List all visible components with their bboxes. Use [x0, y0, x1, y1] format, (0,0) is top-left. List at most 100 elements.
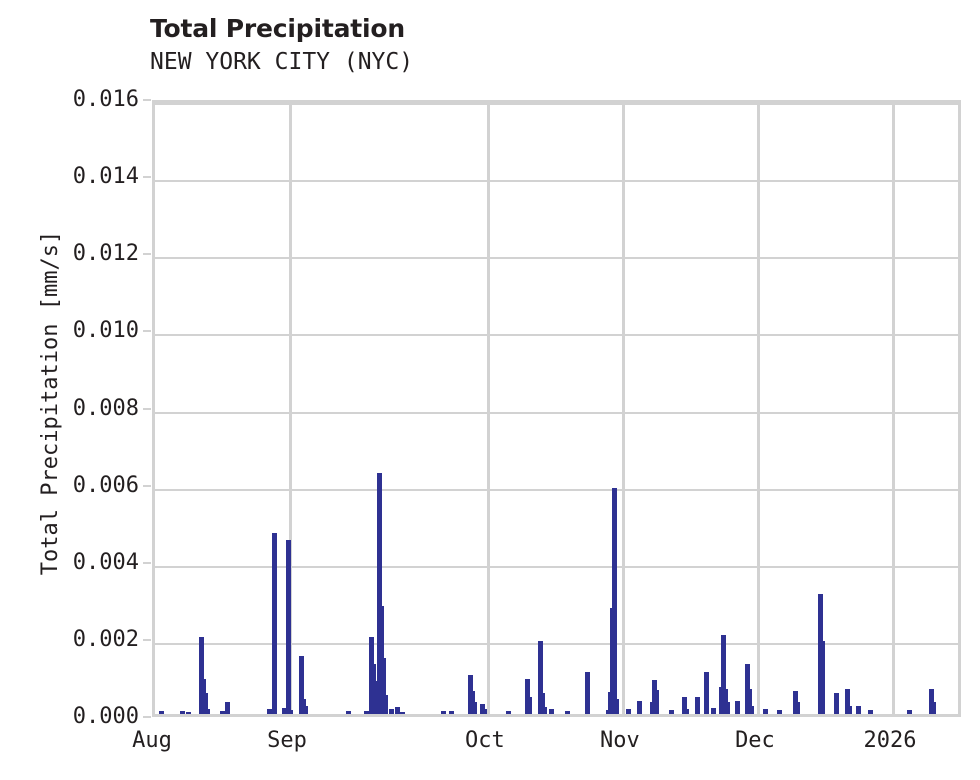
gridline-horizontal: [155, 565, 958, 568]
bar: [710, 707, 716, 714]
bar: [526, 696, 532, 714]
bar-series: [155, 104, 958, 714]
bar: [614, 698, 620, 714]
gridline-vertical: [891, 104, 895, 714]
bar: [381, 658, 387, 714]
bar: [847, 705, 853, 714]
bar: [746, 688, 752, 714]
gridline-vertical: [486, 104, 490, 714]
bar: [694, 697, 700, 714]
bar: [180, 711, 186, 714]
y-tick-label: 0.000: [72, 704, 139, 729]
chart-subtitle: NEW YORK CITY (NYC): [150, 49, 414, 75]
y-tick-label: 0.006: [72, 472, 139, 498]
bar: [722, 688, 728, 714]
bar: [203, 692, 209, 714]
bar: [448, 711, 454, 714]
bar: [684, 709, 689, 714]
bar: [763, 709, 769, 714]
gridline-horizontal: [155, 411, 958, 414]
y-tick-label: 0.002: [72, 626, 139, 652]
bar: [777, 709, 783, 714]
bar: [298, 656, 304, 714]
bar: [931, 702, 937, 714]
bar: [377, 472, 383, 714]
bar: [272, 532, 278, 714]
bar: [472, 702, 478, 714]
bar: [795, 702, 801, 714]
y-tick-label: 0.008: [72, 395, 139, 421]
bar: [820, 640, 826, 714]
x-tick-label: Nov: [600, 728, 640, 753]
y-tick-label: 0.010: [72, 318, 139, 344]
y-tick-mark: [143, 176, 151, 179]
bar: [704, 671, 710, 714]
bar: [565, 711, 571, 714]
bar: [625, 709, 631, 714]
bar: [720, 634, 726, 714]
bar: [856, 705, 862, 714]
bar: [186, 711, 192, 714]
gridline-horizontal: [155, 334, 958, 337]
y-tick-label: 0.016: [72, 87, 139, 112]
gridline-horizontal: [155, 642, 958, 645]
gridline-vertical: [289, 104, 293, 714]
title-block: Total Precipitation NEW YORK CITY (NYC): [150, 14, 850, 77]
plot-area: [152, 100, 961, 717]
bar: [668, 710, 674, 714]
bar: [748, 705, 754, 714]
bar: [929, 688, 935, 714]
page-title: Total Precipitation: [150, 14, 405, 43]
x-tick-label: Oct: [465, 728, 505, 753]
bar: [907, 709, 913, 714]
bar: [834, 692, 840, 714]
y-tick-mark: [143, 407, 151, 410]
bar: [524, 679, 530, 714]
y-tick-mark: [143, 638, 151, 641]
x-tick-label: Sep: [267, 728, 307, 753]
bar: [199, 636, 205, 714]
gridline-horizontal: [155, 180, 958, 183]
gridline-horizontal: [155, 488, 958, 491]
bar: [734, 700, 740, 714]
bar: [399, 711, 405, 714]
y-tick-label: 0.012: [72, 241, 139, 267]
x-tick-label: Dec: [735, 728, 775, 753]
bar: [681, 696, 687, 714]
y-tick-label: 0.014: [72, 164, 139, 190]
bar: [654, 690, 660, 714]
bar: [482, 709, 488, 714]
y-tick-mark: [143, 561, 151, 564]
bar: [363, 711, 369, 714]
bar: [205, 709, 211, 714]
bar: [612, 488, 617, 714]
y-tick-label: 0.004: [72, 549, 139, 575]
y-tick-mark: [143, 99, 151, 101]
gridline-horizontal: [155, 257, 958, 260]
bar: [542, 707, 548, 714]
y-tick-mark: [143, 253, 151, 256]
gridline-horizontal: [155, 103, 958, 105]
x-tick-label: Aug: [132, 728, 172, 753]
gridline-vertical: [621, 104, 625, 714]
bar: [159, 710, 165, 714]
bar: [845, 688, 850, 714]
gridline-vertical: [756, 104, 760, 714]
bar: [637, 700, 643, 714]
bar: [724, 702, 730, 714]
bar: [868, 710, 874, 714]
x-tick-label: 2026: [863, 728, 917, 753]
bar: [383, 694, 389, 714]
bar: [267, 709, 273, 714]
bar: [540, 692, 546, 714]
y-tick-mark: [143, 330, 151, 333]
bar: [584, 671, 590, 714]
bar: [282, 708, 288, 714]
bar: [220, 710, 226, 714]
bar: [548, 709, 554, 714]
bar: [373, 681, 379, 714]
bar: [288, 710, 294, 714]
bar: [345, 710, 351, 714]
y-tick-mark: [143, 716, 151, 718]
